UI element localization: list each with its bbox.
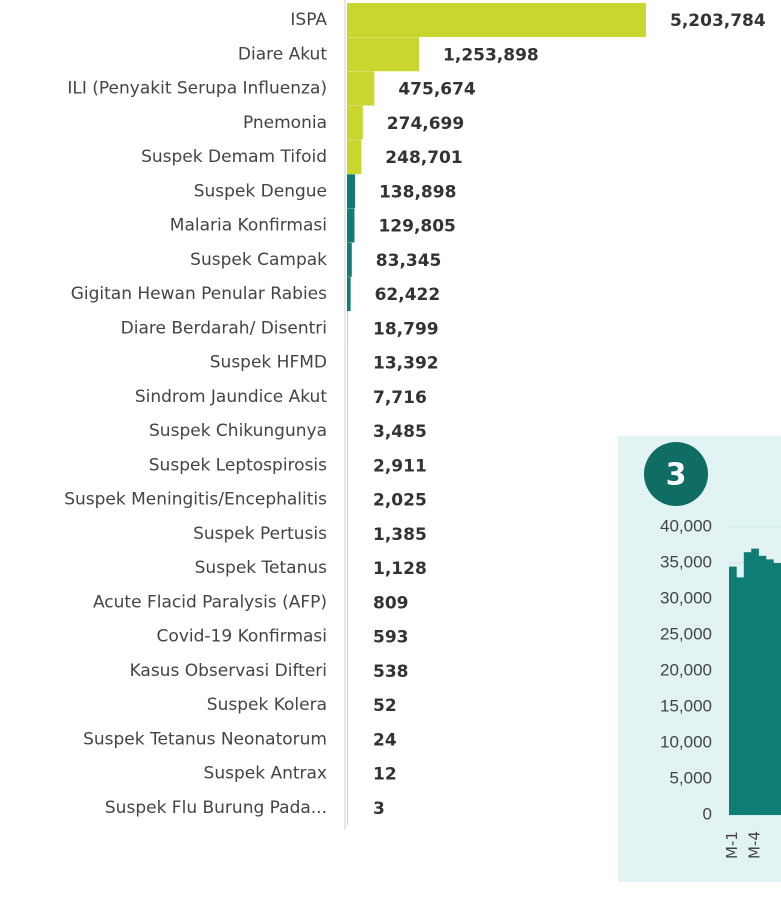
bar xyxy=(347,311,349,346)
bar xyxy=(347,414,348,449)
y-tick-label: 25,000 xyxy=(660,624,712,643)
category-label: Diare Akut xyxy=(238,44,327,64)
bar xyxy=(773,563,781,815)
bar xyxy=(758,555,767,815)
y-tick-label: 15,000 xyxy=(660,696,712,715)
bar xyxy=(751,548,759,815)
bar xyxy=(347,516,348,551)
bar xyxy=(347,551,348,586)
category-label: Suspek Tetanus Neonatorum xyxy=(83,729,327,749)
bar xyxy=(766,559,774,815)
category-label: Suspek Pertusis xyxy=(193,524,327,544)
y-tick-label: 30,000 xyxy=(660,588,712,607)
category-label: Acute Flacid Paralysis (AFP) xyxy=(93,592,327,612)
bar xyxy=(743,552,752,815)
bar xyxy=(347,105,363,140)
value-label: 3 xyxy=(373,799,385,819)
bar xyxy=(347,482,348,517)
bar xyxy=(347,722,348,757)
y-tick-label: 10,000 xyxy=(660,732,712,751)
x-tick-label: M-1 xyxy=(723,831,741,859)
category-label: Suspek Chikungunya xyxy=(149,421,327,441)
value-label: 248,701 xyxy=(385,148,462,168)
category-label: Diare Berdarah/ Disentri xyxy=(121,318,327,338)
bar xyxy=(347,3,646,37)
bar xyxy=(347,140,362,175)
category-label: ILI (Penyakit Serupa Influenza) xyxy=(67,79,327,99)
category-label: Suspek Dengue xyxy=(194,181,327,201)
category-label: Pnemonia xyxy=(243,113,327,133)
value-label: 24 xyxy=(373,730,397,750)
bar xyxy=(347,208,355,243)
category-label: Suspek Antrax xyxy=(204,764,327,784)
bar xyxy=(347,71,375,106)
bar xyxy=(347,345,348,380)
y-tick-label: 40,000 xyxy=(660,516,712,535)
category-label: Suspek Campak xyxy=(190,250,327,270)
badge-number: 3 xyxy=(666,458,687,493)
bar xyxy=(729,566,737,815)
value-label: 593 xyxy=(373,628,409,648)
value-label: 274,699 xyxy=(387,114,464,134)
value-label: 7,716 xyxy=(373,388,427,408)
bar xyxy=(347,619,348,654)
value-label: 2,025 xyxy=(373,491,427,511)
category-label: Gigitan Hewan Penular Rabies xyxy=(71,284,327,304)
bar xyxy=(736,577,745,815)
badge xyxy=(644,442,708,506)
value-label: 1,128 xyxy=(373,559,427,579)
category-label: Suspek Meningitis/Encephalitis xyxy=(64,490,327,510)
bar xyxy=(347,790,348,825)
bar xyxy=(347,37,420,72)
category-label: Covid-19 Konfirmasi xyxy=(157,627,327,647)
bar xyxy=(347,653,348,688)
value-label: 5,203,784 xyxy=(670,11,766,31)
bar xyxy=(347,242,352,277)
value-label: 2,911 xyxy=(373,456,427,476)
bar xyxy=(347,585,348,620)
value-label: 538 xyxy=(373,662,409,682)
bar xyxy=(347,379,348,414)
value-label: 475,674 xyxy=(398,80,476,100)
value-label: 138,898 xyxy=(379,182,456,202)
value-label: 18,799 xyxy=(373,319,439,339)
value-label: 12 xyxy=(373,765,397,785)
category-label: Suspek Tetanus xyxy=(195,558,328,578)
bar xyxy=(347,174,355,209)
category-label: Suspek Leptospirosis xyxy=(149,455,327,475)
value-label: 129,805 xyxy=(378,217,455,237)
y-tick-label: 0 xyxy=(703,804,712,823)
category-label: Kasus Observasi Difteri xyxy=(130,661,327,681)
category-label: Suspek Flu Burung Pada... xyxy=(105,798,327,818)
value-label: 3,485 xyxy=(373,422,427,442)
bar xyxy=(347,688,348,723)
value-label: 83,345 xyxy=(376,251,442,271)
value-label: 62,422 xyxy=(375,285,441,305)
category-label: Malaria Konfirmasi xyxy=(170,216,327,236)
value-label: 1,385 xyxy=(373,525,427,545)
category-label: Suspek HFMD xyxy=(210,353,327,373)
category-label: Suspek Demam Tifoid xyxy=(141,147,327,167)
x-tick-label: M-4 xyxy=(745,831,763,859)
value-label: 52 xyxy=(373,696,397,716)
y-tick-label: 35,000 xyxy=(660,552,712,571)
value-label: 13,392 xyxy=(373,354,439,374)
category-label: Suspek Kolera xyxy=(207,695,327,715)
bar xyxy=(347,277,351,312)
bar xyxy=(347,756,348,791)
category-label: ISPA xyxy=(290,10,327,30)
y-tick-label: 5,000 xyxy=(669,768,712,787)
category-label: Sindrom Jaundice Akut xyxy=(135,387,327,407)
bar xyxy=(347,448,348,483)
value-label: 1,253,898 xyxy=(443,45,539,65)
y-tick-label: 20,000 xyxy=(660,660,712,679)
value-label: 809 xyxy=(373,593,409,613)
